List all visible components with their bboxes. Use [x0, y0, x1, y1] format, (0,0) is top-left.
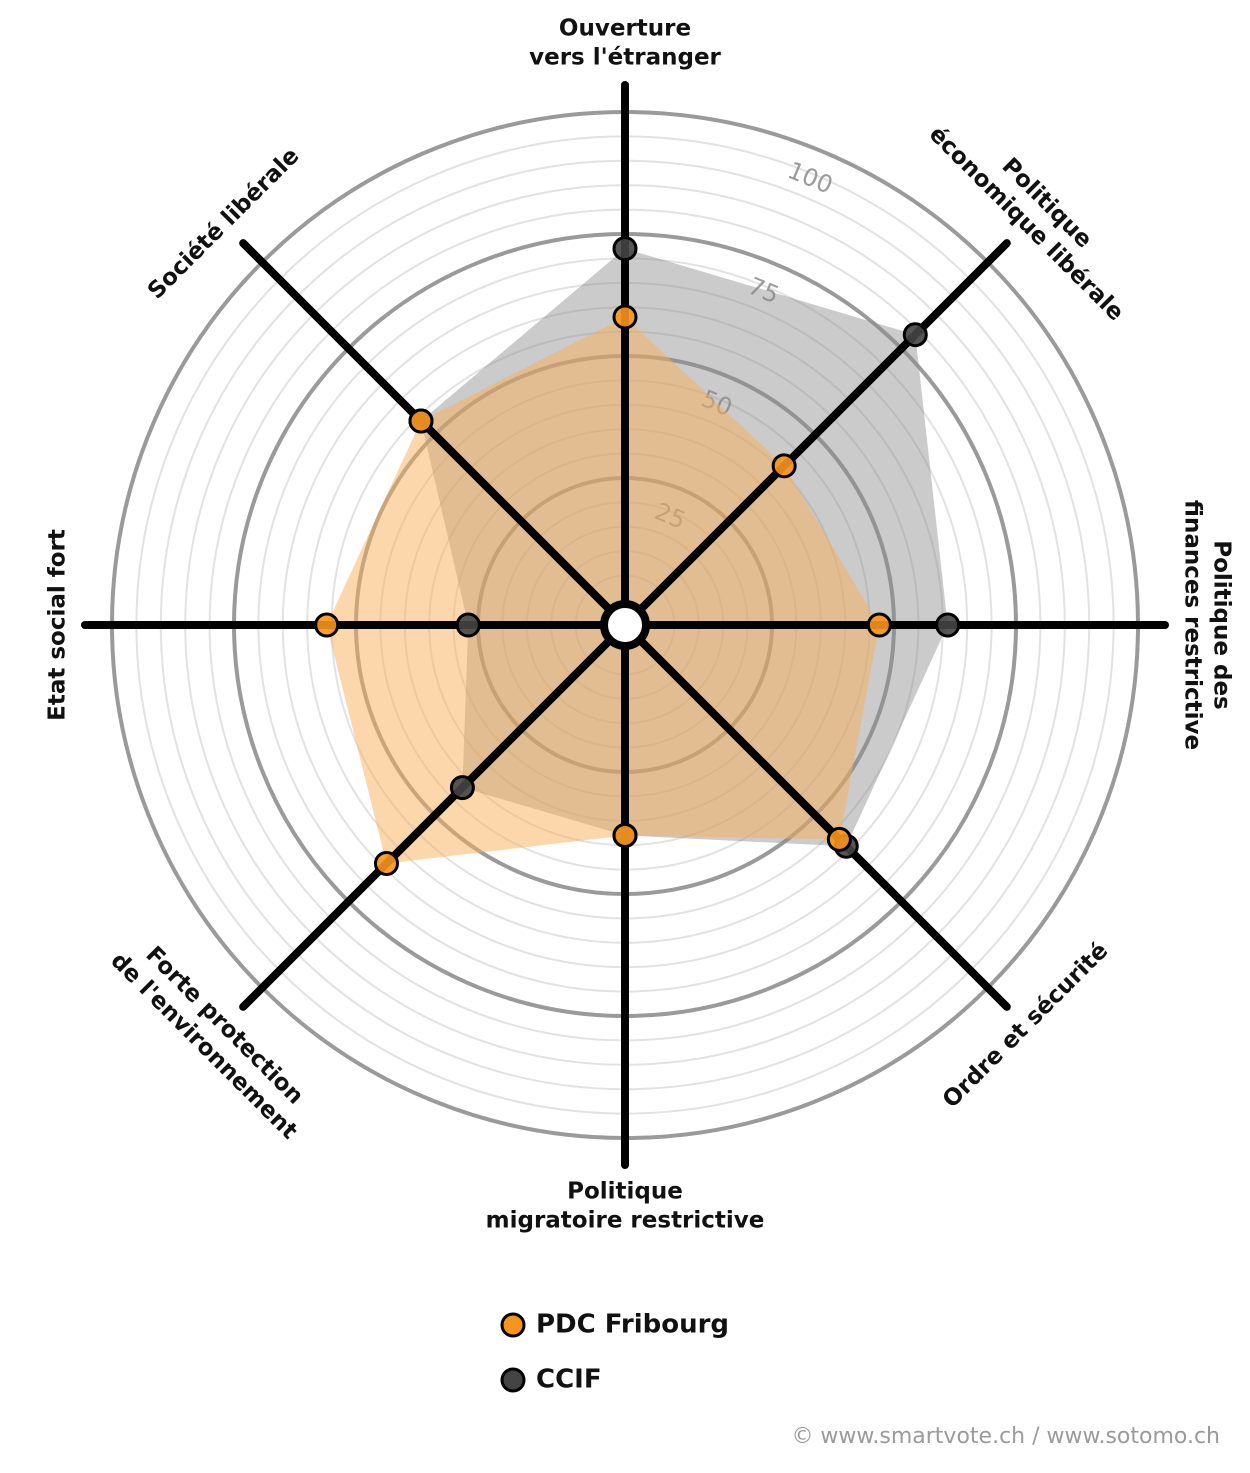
- axis-label: Etat social fort: [45, 529, 71, 721]
- legend-marker: [500, 1367, 526, 1393]
- marker: [771, 453, 797, 479]
- marker: [373, 851, 399, 877]
- marker: [866, 612, 892, 638]
- marker: [455, 612, 481, 638]
- axis-label-line: Ouverture: [559, 16, 691, 42]
- marker: [314, 612, 340, 638]
- axis-label-line: finances restrictive: [1180, 500, 1206, 750]
- marker: [612, 236, 638, 262]
- r-tick-label: 100: [784, 156, 837, 199]
- source: © www.smartvote.ch / www.sotomo.ch: [791, 1424, 1220, 1449]
- axis-label-line: migratoire restrictive: [486, 1208, 765, 1234]
- legend-marker: [500, 1312, 526, 1338]
- legend-label: PDC Fribourg: [536, 1310, 729, 1340]
- marker: [826, 826, 852, 852]
- axis-label: Politique migratoire restrictive: [486, 1179, 765, 1234]
- polygons: [326, 248, 948, 864]
- axis-line: [621, 239, 1011, 629]
- axis-label: Ouverture vers l'étranger: [529, 16, 721, 71]
- marker: [612, 822, 638, 848]
- axis-label-line: Politique: [567, 1179, 683, 1205]
- marker: [935, 612, 961, 638]
- legend-label: CCIF: [536, 1365, 602, 1395]
- center: [600, 600, 650, 650]
- axis-label-line: vers l'étranger: [529, 45, 721, 71]
- axis-label-line: Etat social fort: [45, 529, 71, 721]
- markers: [314, 236, 961, 877]
- marker: [902, 322, 928, 348]
- marker: [612, 304, 638, 330]
- series-area: [326, 316, 880, 864]
- axis-line: [239, 239, 629, 629]
- axis-line: [239, 621, 629, 1011]
- marker: [449, 775, 475, 801]
- axis-label-line: Politique des: [1209, 540, 1235, 710]
- marker: [408, 408, 434, 434]
- axis-line: [621, 621, 1011, 1011]
